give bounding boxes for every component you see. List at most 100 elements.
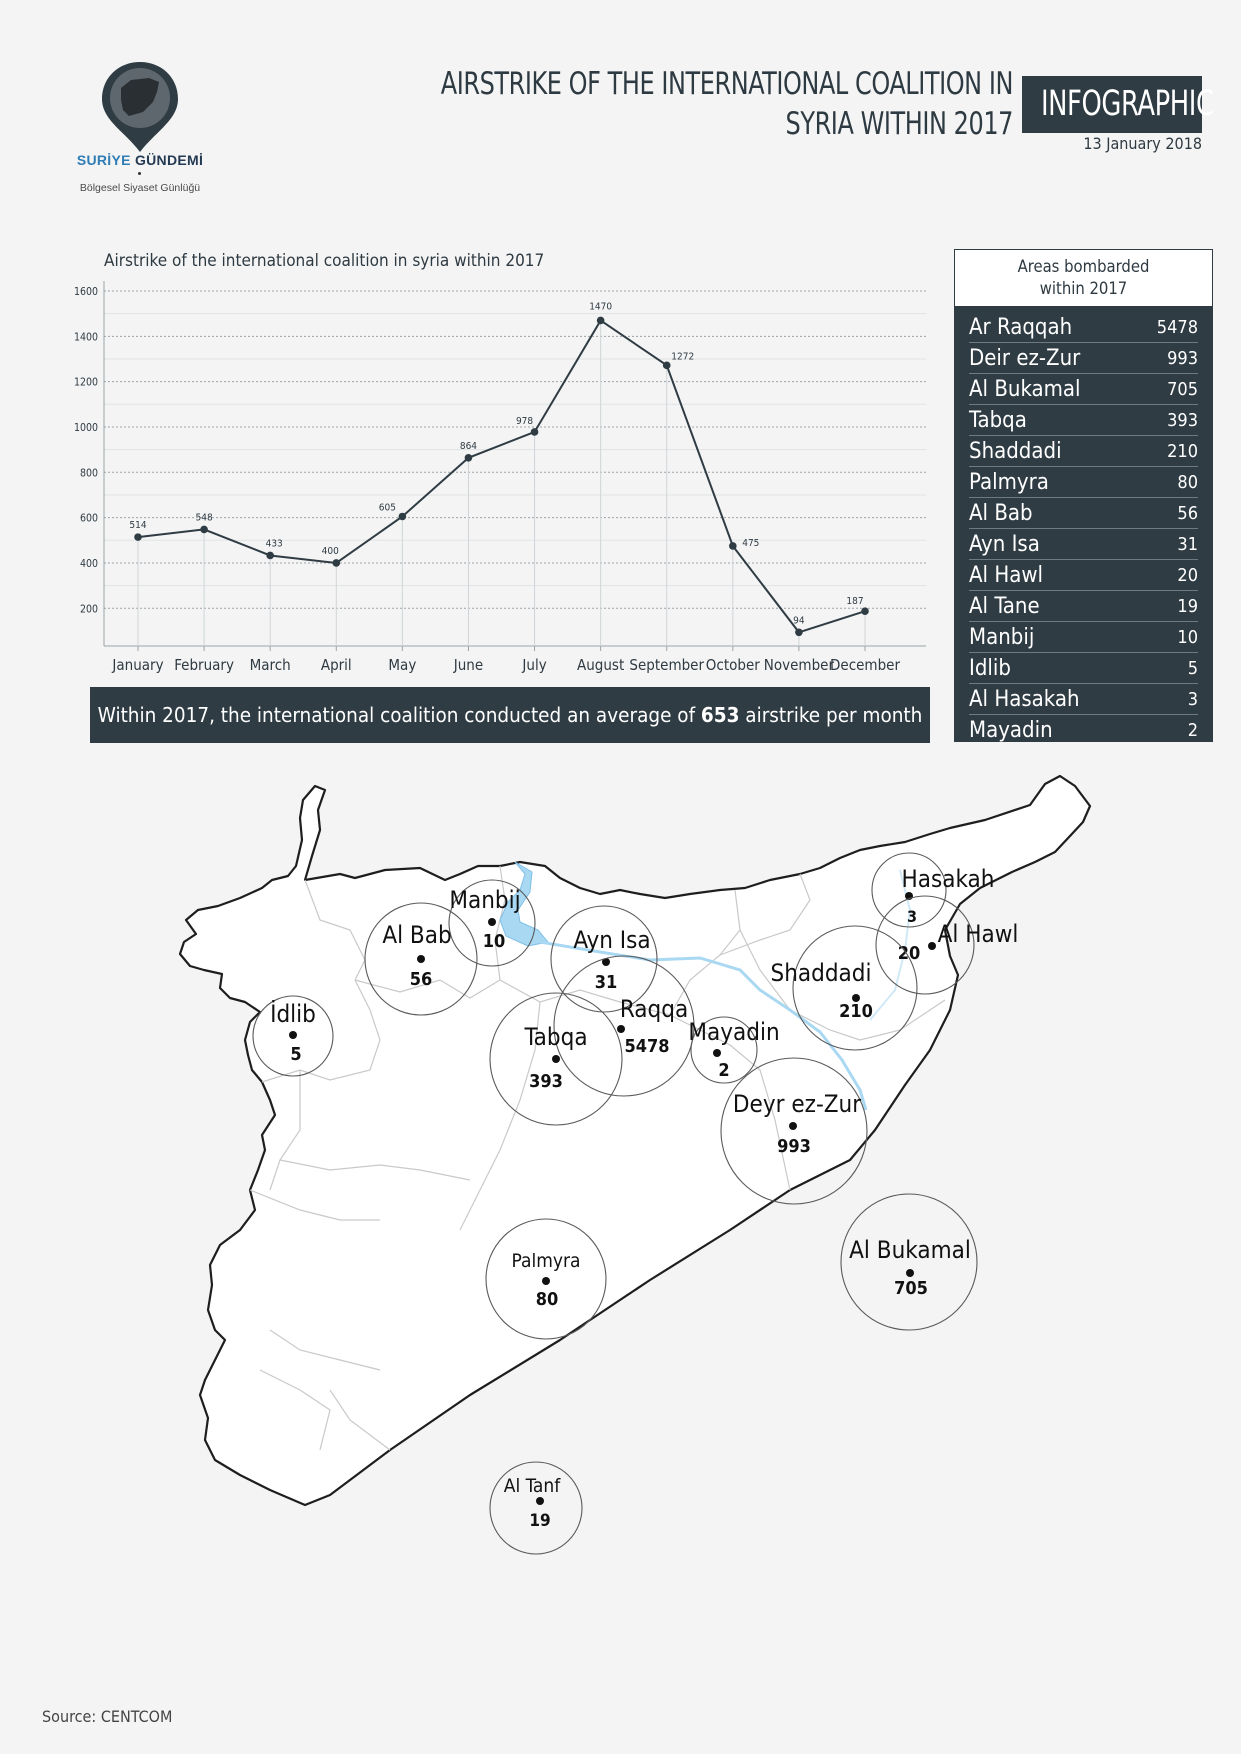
city-dot <box>542 1277 550 1285</box>
x-tick-label: November <box>764 656 835 674</box>
page-title: AIRSTRIKE OF THE INTERNATIONAL COALITION… <box>411 64 1014 144</box>
area-value: 80 <box>1177 472 1198 493</box>
x-tick-label: December <box>830 656 900 674</box>
infographic-badge: INFOGRAPHIC <box>1022 76 1214 133</box>
data-point <box>266 551 274 560</box>
city-marker: Raqqa 5478 <box>553 955 695 1097</box>
area-name: Al Hasakah <box>969 687 1080 712</box>
area-row: Al Bukamal 705 <box>969 374 1198 405</box>
data-point <box>134 533 142 541</box>
city-marker: Shaddadi 210 <box>771 925 918 1051</box>
data-point <box>200 525 208 534</box>
x-tick-label: February <box>174 656 234 674</box>
city-name: Palmyra <box>512 1250 581 1272</box>
data-point <box>398 512 407 521</box>
area-name: Tabqa <box>969 408 1027 433</box>
city-dot <box>852 994 860 1002</box>
data-label: 978 <box>516 416 533 427</box>
area-name: Al Hawl <box>969 563 1044 588</box>
y-tick-label: 600 <box>80 513 98 525</box>
city-circle <box>489 992 623 1126</box>
city-circle <box>690 1016 758 1084</box>
city-marker: Al Tanf 19 <box>489 1461 583 1555</box>
x-tick-label: May <box>388 656 416 674</box>
city-name: Raqqa <box>620 995 688 1023</box>
area-name: Idlib <box>969 656 1011 681</box>
area-value: 31 <box>1177 534 1198 555</box>
data-point <box>464 453 473 462</box>
city-name: Tabqa <box>523 1023 587 1051</box>
city-value: 2 <box>718 1060 729 1081</box>
city-name: Deyr ez-Zur <box>733 1090 861 1118</box>
city-value: 705 <box>894 1278 928 1299</box>
city-circle <box>364 902 478 1016</box>
city-value: 56 <box>410 969 433 990</box>
data-label: 864 <box>460 441 477 452</box>
city-name: Al Bukamal <box>849 1236 971 1264</box>
page-title-line2: SYRIA WITHIN 2017 <box>785 106 1014 142</box>
city-circle <box>792 925 918 1051</box>
city-value: 393 <box>529 1071 563 1092</box>
line-chart: 200 400 600 800 1000 1200 1400 1600 January Febru… <box>74 281 926 674</box>
y-tick-label: 1000 <box>74 422 98 434</box>
area-value: 393 <box>1167 410 1198 431</box>
city-marker: Al Bab 56 <box>364 902 478 1016</box>
city-marker: Ayn Isa 31 <box>550 905 658 1013</box>
city-dot <box>417 955 425 963</box>
x-tick-label: March <box>250 656 291 674</box>
city-marker: Palmyra 80 <box>485 1218 607 1340</box>
city-marker: Tabqa 393 <box>489 992 623 1126</box>
series-line <box>137 319 866 634</box>
city-circle <box>720 1057 868 1205</box>
area-value: 5 <box>1187 658 1198 679</box>
average-value: 653 <box>700 703 740 727</box>
lake-assad <box>499 861 549 947</box>
data-label: 514 <box>129 520 146 531</box>
city-marker: Deyr ez-Zur 993 <box>720 1057 868 1205</box>
area-name: Palmyra <box>969 470 1049 495</box>
data-label: 1272 <box>671 351 694 362</box>
city-name: Shaddadi <box>771 959 872 987</box>
brand-name: SURİYE GÜNDEMİ <box>76 152 204 168</box>
data-label: 475 <box>742 538 759 549</box>
city-marker: Mayadin 2 <box>688 1016 780 1084</box>
x-tick-label: July <box>521 656 546 674</box>
data-label: 187 <box>846 596 863 607</box>
city-marker: Hasakah 3 <box>871 852 994 928</box>
chart-title: Airstrike of the international coalition… <box>104 251 545 271</box>
data-point <box>530 428 539 436</box>
area-row: Al Hasakah 3 <box>969 684 1198 715</box>
area-row: Palmyra 80 <box>969 467 1198 498</box>
area-name: Al Tane <box>969 594 1040 619</box>
x-tick-label: January <box>111 656 163 674</box>
area-row: Deir ez-Zur 993 <box>969 343 1198 374</box>
city-circle <box>485 1218 607 1340</box>
y-tick-label: 800 <box>80 467 98 479</box>
city-marker: Manbij 10 <box>448 879 536 967</box>
y-tick-label: 1200 <box>74 377 98 389</box>
city-name: Mayadin <box>688 1018 779 1046</box>
publish-date: 13 January 2018 <box>1083 134 1202 153</box>
data-label: 1470 <box>589 301 612 312</box>
euphrates-river <box>539 940 868 1111</box>
city-circle <box>252 995 334 1077</box>
y-tick-label: 400 <box>80 558 98 570</box>
area-row: Ayn Isa 31 <box>969 529 1198 560</box>
data-label: 548 <box>196 512 213 523</box>
city-circle <box>489 1461 583 1555</box>
brand-tagline: Bölgesel Siyaset Günlüğü <box>79 182 201 194</box>
area-name: Ar Raqqah <box>969 315 1073 340</box>
city-dot <box>906 1269 914 1277</box>
data-label: 433 <box>266 538 283 549</box>
data-point <box>332 559 341 567</box>
area-name: Ayn Isa <box>969 532 1040 557</box>
city-dot <box>552 1055 560 1063</box>
city-value: 993 <box>777 1136 811 1157</box>
city-value: 20 <box>898 943 921 964</box>
area-name: Al Bab <box>969 501 1033 526</box>
city-marker: Al Bukamal 705 <box>840 1193 978 1331</box>
source-note: Source: CENTCOM <box>42 1707 173 1726</box>
areas-bombarded-table: Areas bombarded within 2017 Ar Raqqah 547… <box>954 249 1213 743</box>
area-value: 5478 <box>1156 317 1198 338</box>
city-dot <box>602 958 610 966</box>
